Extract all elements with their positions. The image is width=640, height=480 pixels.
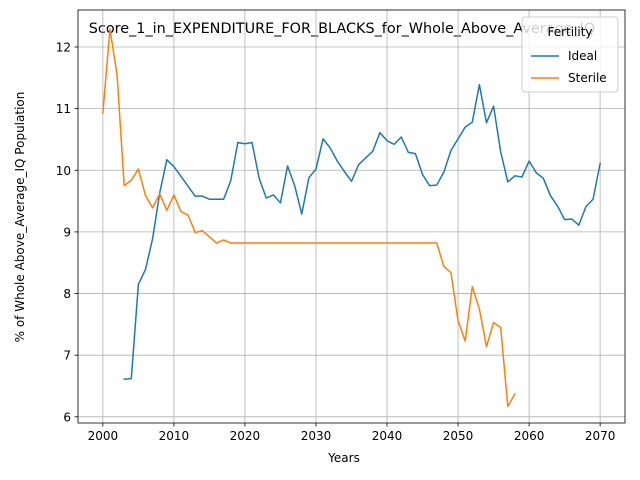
x-tick-label: 2070 bbox=[585, 429, 616, 443]
x-tick-label: 2060 bbox=[514, 429, 545, 443]
y-tick-label: 6 bbox=[63, 410, 71, 424]
y-axis-label: % of Whole Above_Average_IQ Population bbox=[13, 92, 27, 343]
legend-label-ideal: Ideal bbox=[568, 49, 597, 63]
x-tick-label: 2010 bbox=[159, 429, 190, 443]
y-tick-label: 11 bbox=[56, 102, 71, 116]
legend-label-sterile: Sterile bbox=[568, 71, 607, 85]
series-line-sterile bbox=[103, 29, 515, 406]
legend-title: Fertility bbox=[547, 25, 592, 39]
chart-title: Score_1_in_EXPENDITURE_FOR_BLACKS_for_Wh… bbox=[89, 21, 595, 37]
legend: Fertility Ideal Sterile bbox=[522, 17, 618, 92]
y-tick-label: 7 bbox=[63, 349, 71, 363]
y-axis-ticks: 6 7 8 9 10 11 12 bbox=[56, 40, 78, 424]
x-tick-label: 2050 bbox=[443, 429, 474, 443]
x-axis-label: Years bbox=[327, 451, 360, 465]
y-tick-label: 8 bbox=[63, 287, 71, 301]
y-tick-label: 10 bbox=[56, 164, 71, 178]
y-tick-label: 12 bbox=[56, 40, 71, 54]
x-tick-label: 2020 bbox=[230, 429, 261, 443]
x-tick-label: 2000 bbox=[88, 429, 119, 443]
x-axis-ticks: 2000 2010 2020 2030 2040 2050 2060 2070 bbox=[88, 423, 616, 443]
y-tick-label: 9 bbox=[63, 225, 71, 239]
x-tick-label: 2030 bbox=[301, 429, 332, 443]
x-tick-label: 2040 bbox=[372, 429, 403, 443]
